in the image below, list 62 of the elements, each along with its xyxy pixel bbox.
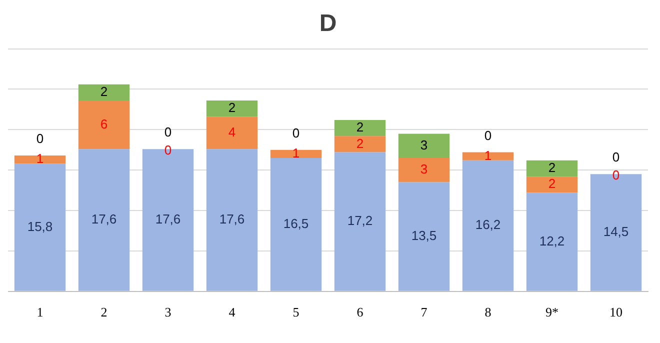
bar <box>334 120 386 136</box>
bar <box>526 176 578 193</box>
x-tick-label: 4 <box>228 304 236 320</box>
bar <box>206 116 258 150</box>
data-label: 0 <box>292 125 300 140</box>
x-tick-label: 5 <box>292 304 300 320</box>
bar <box>398 134 450 158</box>
bar <box>14 156 66 164</box>
data-label: 16,2 <box>475 217 501 232</box>
data-label: 17,6 <box>91 212 117 227</box>
x-tick-label: 9* <box>546 304 558 320</box>
data-label: 0 <box>164 142 172 158</box>
data-label: 0 <box>612 150 620 165</box>
chart-title: D <box>319 10 337 38</box>
data-label: 2 <box>548 176 556 192</box>
x-tick-label: 3 <box>164 304 172 320</box>
bar <box>398 182 450 291</box>
x-tick-label: 2 <box>100 304 108 320</box>
bar <box>398 158 450 182</box>
data-label: 1 <box>36 151 44 166</box>
x-tick-label: 1 <box>36 304 44 320</box>
data-label: 17,6 <box>219 212 245 227</box>
data-label: 2 <box>100 84 108 100</box>
bar <box>14 164 66 291</box>
data-label: 4 <box>228 124 236 140</box>
data-label: 1 <box>484 148 492 163</box>
bar <box>78 100 130 150</box>
bar <box>206 100 258 117</box>
data-label: 1 <box>292 146 300 161</box>
data-label: 14,5 <box>603 224 629 240</box>
x-tick-label: 6 <box>356 304 364 320</box>
data-label: 2 <box>548 160 556 176</box>
bar <box>462 152 514 160</box>
bar <box>334 152 386 291</box>
bar <box>526 160 578 177</box>
bar <box>270 150 322 158</box>
bar <box>526 192 578 291</box>
data-label: 6 <box>100 116 108 132</box>
bar <box>270 158 322 291</box>
x-tick-label: 8 <box>484 304 492 320</box>
bar <box>206 149 258 291</box>
bar <box>462 160 514 291</box>
bar <box>78 84 130 101</box>
data-label: 2 <box>228 100 236 116</box>
data-label: 13,5 <box>411 228 437 244</box>
data-label: 0 <box>484 128 492 143</box>
x-tick-label: 7 <box>420 304 428 320</box>
data-label: 12,2 <box>539 233 565 248</box>
bar <box>334 136 386 152</box>
data-label: 2 <box>356 136 364 151</box>
data-label: 3 <box>420 137 428 152</box>
data-label: 16,5 <box>283 216 309 232</box>
data-label: 0 <box>612 168 620 183</box>
data-label: 17,2 <box>347 213 373 228</box>
data-label: 2 <box>356 120 364 135</box>
data-label: 3 <box>420 162 428 177</box>
data-label: 0 <box>164 124 172 140</box>
data-label: 15,8 <box>27 218 53 234</box>
x-tick-label: 10 <box>610 304 622 320</box>
bar <box>78 149 130 291</box>
data-label: 0 <box>36 131 44 146</box>
data-label: 17,6 <box>155 212 181 227</box>
